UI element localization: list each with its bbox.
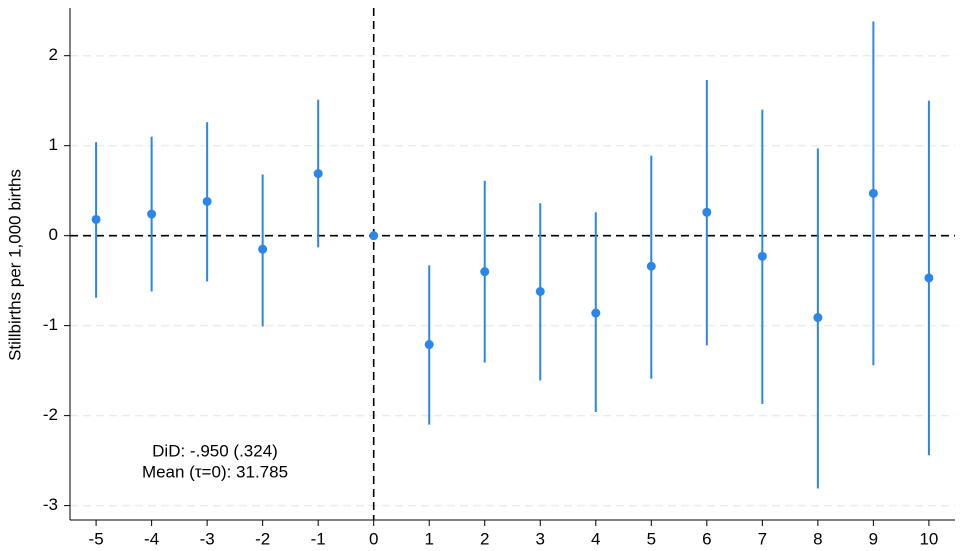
x-tick-label: 6: [702, 529, 711, 548]
point-estimate: [369, 231, 379, 241]
y-tick-label: 2: [49, 45, 58, 64]
point-estimate: [202, 196, 212, 206]
point-estimate: [535, 286, 545, 296]
y-tick-label: -1: [43, 315, 58, 334]
x-tick-label: -2: [255, 529, 270, 548]
point-estimate: [480, 267, 490, 277]
point-estimate: [91, 214, 101, 224]
x-tick-label: 4: [591, 529, 600, 548]
y-tick-label: 1: [49, 135, 58, 154]
point-estimate: [702, 207, 712, 217]
point-estimate: [646, 261, 656, 271]
point-estimate: [757, 251, 767, 261]
point-estimate: [424, 340, 434, 350]
annotation: Mean (τ=0): 31.785: [142, 462, 288, 481]
x-tick-label: 1: [424, 529, 433, 548]
point-estimate: [591, 308, 601, 318]
x-tick-label: 5: [647, 529, 656, 548]
x-tick-label: -4: [144, 529, 159, 548]
point-estimate: [147, 209, 157, 219]
annotation: DiD: -.950 (.324): [152, 441, 278, 460]
point-estimate: [258, 244, 268, 254]
x-tick-label: 0: [369, 529, 378, 548]
x-tick-label: -5: [89, 529, 104, 548]
x-tick-label: 7: [758, 529, 767, 548]
point-estimate: [813, 313, 823, 323]
y-tick-label: -3: [43, 495, 58, 514]
y-tick-label: -2: [43, 405, 58, 424]
y-tick-label: 0: [49, 225, 58, 244]
x-tick-label: 3: [536, 529, 545, 548]
x-tick-label: 10: [919, 529, 938, 548]
x-tick-label: -1: [311, 529, 326, 548]
point-estimate: [313, 169, 323, 179]
x-tick-label: 9: [869, 529, 878, 548]
x-tick-label: 2: [480, 529, 489, 548]
point-estimate: [868, 188, 878, 198]
point-estimate: [924, 273, 934, 283]
x-tick-label: -3: [200, 529, 215, 548]
y-axis-label: Stillbirths per 1,000 births: [5, 169, 24, 361]
x-tick-label: 8: [813, 529, 822, 548]
